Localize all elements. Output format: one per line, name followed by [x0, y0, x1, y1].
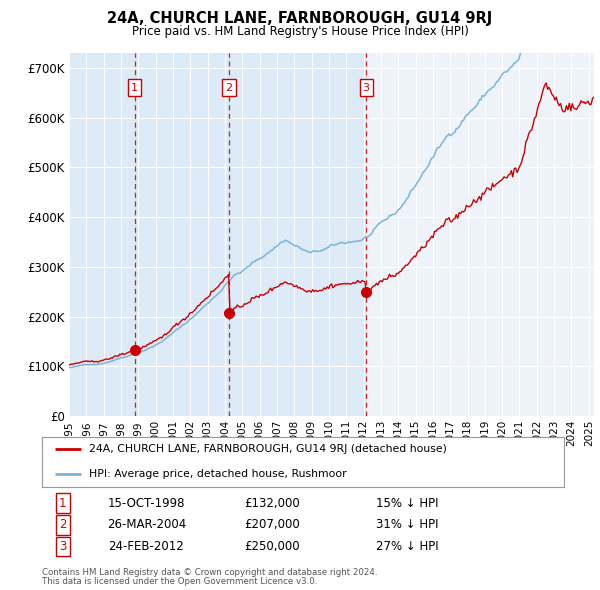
Text: Contains HM Land Registry data © Crown copyright and database right 2024.: Contains HM Land Registry data © Crown c…: [42, 568, 377, 576]
Text: 24-FEB-2012: 24-FEB-2012: [109, 540, 184, 553]
Bar: [134, 53, 229, 416]
Bar: [229, 53, 366, 416]
Text: 2: 2: [59, 519, 67, 532]
Text: 1: 1: [131, 83, 138, 93]
Text: 27% ↓ HPI: 27% ↓ HPI: [376, 540, 439, 553]
Text: 2: 2: [226, 83, 232, 93]
Text: 31% ↓ HPI: 31% ↓ HPI: [376, 519, 439, 532]
Text: 1: 1: [59, 497, 67, 510]
Text: Price paid vs. HM Land Registry's House Price Index (HPI): Price paid vs. HM Land Registry's House …: [131, 25, 469, 38]
Bar: [69, 53, 134, 416]
Text: 15% ↓ HPI: 15% ↓ HPI: [376, 497, 439, 510]
Text: 3: 3: [362, 83, 370, 93]
Text: 3: 3: [59, 540, 67, 553]
Text: This data is licensed under the Open Government Licence v3.0.: This data is licensed under the Open Gov…: [42, 577, 317, 586]
Text: £207,000: £207,000: [244, 519, 299, 532]
Text: 15-OCT-1998: 15-OCT-1998: [107, 497, 185, 510]
Text: £132,000: £132,000: [244, 497, 299, 510]
Text: 24A, CHURCH LANE, FARNBOROUGH, GU14 9RJ (detached house): 24A, CHURCH LANE, FARNBOROUGH, GU14 9RJ …: [89, 444, 447, 454]
Text: HPI: Average price, detached house, Rushmoor: HPI: Average price, detached house, Rush…: [89, 468, 347, 478]
Text: 24A, CHURCH LANE, FARNBOROUGH, GU14 9RJ: 24A, CHURCH LANE, FARNBOROUGH, GU14 9RJ: [107, 11, 493, 25]
Text: £250,000: £250,000: [244, 540, 299, 553]
Text: 26-MAR-2004: 26-MAR-2004: [107, 519, 186, 532]
